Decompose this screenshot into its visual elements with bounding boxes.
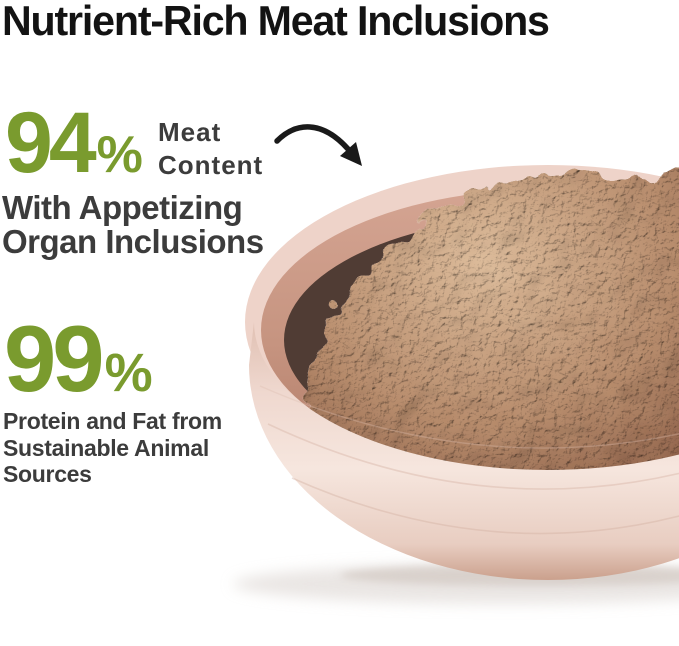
curved-arrow-icon (274, 124, 362, 166)
stat-meat-label-line2: Content (158, 150, 264, 180)
stat-protein-label-line2: Sustainable Animal (3, 434, 209, 461)
subheading: With Appetizing Organ Inclusions (2, 191, 264, 259)
stat-meat-content: 94% (5, 100, 143, 186)
bowl-front-wall (249, 322, 679, 580)
stat-meat-label: Meat Content (158, 116, 263, 182)
bowl-ridge-line (291, 477, 679, 535)
stat-protein-value: 99 (4, 306, 105, 411)
meat-mound (305, 171, 679, 500)
subheading-line2: Organ Inclusions (2, 223, 264, 260)
stat-protein-label-line1: Protein and Fat from (3, 408, 222, 434)
bowl-ridge-line (267, 423, 679, 490)
subheading-line1: With Appetizing (2, 189, 243, 226)
percent-sign: % (104, 343, 153, 403)
stat-protein: 99% (4, 312, 153, 406)
stat-meat-value: 94 (5, 95, 97, 191)
bowl-ridge-line (259, 385, 679, 449)
stat-protein-label-line3: Sources (3, 461, 92, 487)
page-title: Nutrient-Rich Meat Inclusions (2, 0, 550, 44)
stat-protein-label: Protein and Fat from Sustainable Animal … (3, 408, 222, 488)
stat-meat-label-line1: Meat (158, 117, 222, 147)
percent-sign: % (96, 126, 143, 184)
